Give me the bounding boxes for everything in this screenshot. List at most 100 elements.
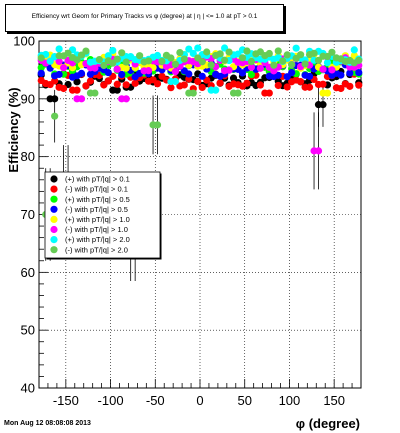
x-tick-label: 0 [196,393,203,408]
data-point [238,69,247,77]
data-point [355,81,363,89]
data-point [346,82,354,90]
data-point [109,46,117,55]
data-point [247,70,256,79]
data-point [131,79,139,87]
data-point [95,55,103,64]
data-point [113,80,121,88]
data-point [319,80,327,88]
y-tick-label: 90 [21,91,35,106]
data-point [203,48,211,56]
data-point [100,61,108,70]
data-point [91,89,99,97]
data-point [274,47,282,55]
x-axis-label: φ (degree) [296,416,360,431]
data-point [51,77,59,85]
data-point [113,86,121,94]
legend-marker [50,205,58,213]
data-point [118,49,126,57]
data-point [355,56,363,65]
data-point [265,89,273,97]
data-point [288,68,296,77]
data-point [153,121,162,129]
x-tick-label: 50 [237,393,251,408]
data-point [216,50,224,58]
y-tick-label: 40 [21,381,35,396]
data-point [212,86,220,94]
data-point [144,67,153,75]
data-point [247,63,256,71]
legend-marker [50,185,58,193]
data-point [118,70,126,79]
data-point [113,65,121,73]
data-point [288,61,296,69]
legend-marker [50,175,58,183]
data-point [59,64,68,72]
data-point [46,57,54,65]
data-point [51,95,59,103]
data-point [328,66,336,74]
data-point [328,48,336,56]
legend: (+) with pT/|q| > 0.1(-) with pT/|q| > 0… [44,171,162,260]
data-point [189,49,197,58]
data-point [243,79,251,87]
y-tick-label: 50 [21,323,35,338]
data-point [319,101,327,109]
x-tick-label: -50 [146,393,165,408]
legend-label: (+) with pT/|q| > 1.0 [65,215,130,224]
data-point [158,57,166,65]
data-point [153,51,162,60]
legend-marker [50,236,58,244]
y-tick-label: 100 [13,34,35,49]
x-tick-label: 150 [323,393,345,408]
x-tick-label: 100 [279,393,301,408]
data-point [136,52,144,60]
legend-label: (+) with pT/|q| > 0.5 [65,195,130,204]
y-tick-label: 60 [21,265,35,280]
data-point [122,58,130,66]
data-point [171,77,180,86]
data-point [270,61,278,69]
data-point [167,54,175,62]
x-tick-label: -150 [53,393,79,408]
data-point [144,57,153,65]
data-point [256,81,264,89]
legend-label: (+) with pT/|q| > 2.0 [65,235,130,244]
chart-title: Efficiency wrt Geom for Primary Tracks v… [31,13,258,20]
data-point [91,64,99,72]
y-axis-label: Efficiency (%) [6,87,21,172]
data-point [167,84,175,92]
data-point [198,83,206,92]
data-point [82,47,90,55]
data-point [113,55,121,63]
data-point [305,72,314,80]
axes: -150 -100 -50 0 50 100 150 40 50 60 70 80 90 100 [13,34,362,408]
legend-marker [50,195,58,203]
data-point [319,65,327,73]
data-point [198,72,206,80]
data-point [194,44,202,52]
data-point [176,48,184,57]
data-point [51,112,59,120]
y-tick-label: 80 [21,149,35,164]
data-point [256,64,264,72]
data-point [59,84,68,93]
data-point [171,60,180,68]
data-point [207,61,215,69]
data-point [234,89,242,97]
data-point [77,69,86,77]
data-point [346,69,354,77]
data-point [216,79,224,87]
data-point [292,44,300,52]
data-point [104,52,112,60]
x-tick-label: -100 [98,393,124,408]
data-point [198,58,206,66]
data-point [153,80,162,88]
data-point [73,56,81,64]
legend-label: (-) with pT/|q| > 2.0 [65,245,128,254]
y-tick-label: 70 [21,207,35,222]
data-points [37,44,363,239]
data-point [122,95,130,103]
data-point [55,70,63,79]
